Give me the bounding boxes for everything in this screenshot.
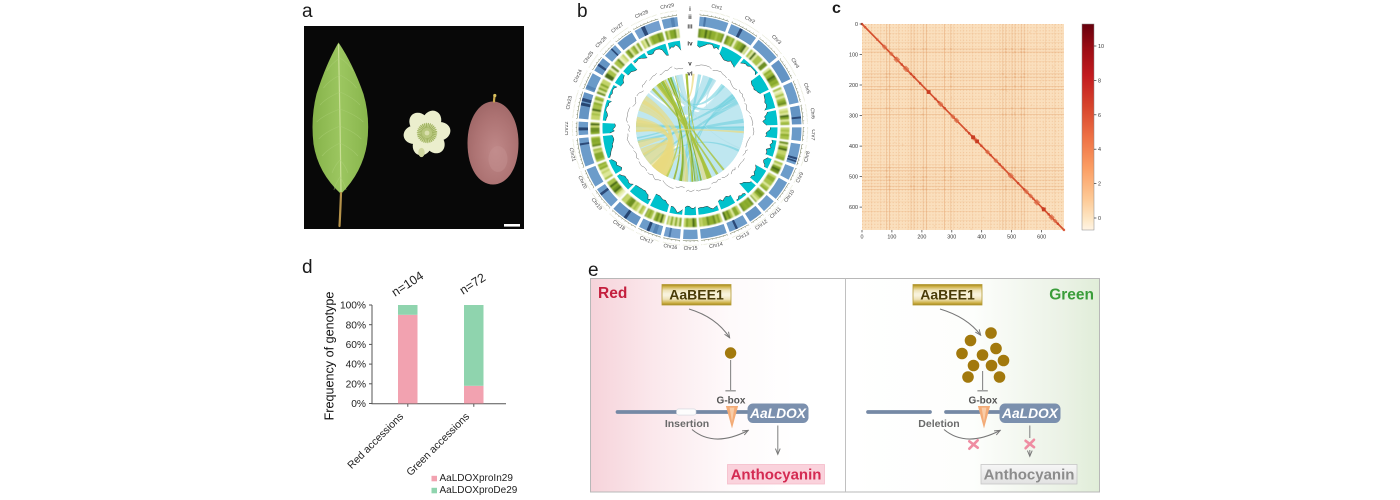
svg-text:Chr23: Chr23 [565, 95, 574, 110]
svg-text:iii: iii [687, 24, 692, 31]
svg-text:Chr8: Chr8 [803, 151, 812, 163]
svg-text:AaLDOXproDe29: AaLDOXproDe29 [440, 485, 518, 496]
svg-text:iv: iv [687, 41, 693, 48]
svg-text:Anthocyanin: Anthocyanin [731, 467, 822, 484]
svg-text:Chr3: Chr3 [770, 34, 782, 46]
svg-text:G-box: G-box [969, 396, 998, 407]
svg-text:Chr9: Chr9 [795, 171, 805, 184]
svg-text:Chr28: Chr28 [634, 9, 649, 20]
svg-text:Anthocyanin: Anthocyanin [984, 467, 1075, 484]
svg-text:ii: ii [688, 14, 692, 21]
svg-text:Chr7: Chr7 [809, 129, 815, 141]
svg-text:Chr19: Chr19 [590, 197, 604, 212]
svg-text:10: 10 [1098, 44, 1104, 50]
svg-text:vi: vi [687, 71, 692, 78]
svg-text:6: 6 [1098, 113, 1101, 119]
svg-text:Chr24: Chr24 [573, 69, 584, 84]
svg-text:500: 500 [849, 174, 858, 180]
svg-text:Chr22: Chr22 [565, 121, 570, 135]
svg-text:Chr17: Chr17 [639, 235, 654, 246]
svg-text:Frequency of genotype: Frequency of genotype [323, 292, 337, 421]
svg-text:Chr13: Chr13 [735, 231, 750, 243]
svg-text:Chr15: Chr15 [684, 246, 698, 252]
svg-text:n=72: n=72 [457, 270, 488, 297]
svg-text:100%: 100% [340, 301, 366, 312]
svg-text:Chr5: Chr5 [802, 82, 811, 95]
svg-text:60%: 60% [346, 340, 366, 351]
svg-text:100: 100 [887, 235, 896, 241]
svg-text:AaLDOX: AaLDOX [1001, 406, 1059, 421]
svg-text:0%: 0% [351, 399, 366, 410]
svg-text:0: 0 [855, 22, 858, 28]
svg-text:400: 400 [849, 144, 858, 150]
svg-text:Chr27: Chr27 [610, 22, 625, 35]
svg-text:i: i [689, 6, 691, 13]
svg-text:20%: 20% [346, 379, 366, 390]
svg-text:Chr29: Chr29 [660, 3, 675, 11]
svg-text:AaBEE1: AaBEE1 [669, 287, 724, 303]
svg-text:Chr26: Chr26 [595, 35, 609, 49]
svg-text:80%: 80% [346, 320, 366, 331]
svg-text:600: 600 [849, 205, 858, 211]
svg-text:AaLDOXproIn29: AaLDOXproIn29 [440, 473, 514, 484]
svg-text:Green: Green [1049, 287, 1094, 304]
svg-text:Chr18: Chr18 [611, 219, 626, 232]
svg-text:Green accessions: Green accessions [404, 411, 472, 479]
svg-text:Chr16: Chr16 [663, 243, 678, 251]
svg-text:500: 500 [1007, 235, 1016, 241]
svg-text:Red accessions: Red accessions [345, 411, 406, 472]
svg-text:4: 4 [1098, 147, 1101, 153]
svg-text:Chr10: Chr10 [783, 189, 796, 204]
svg-text:AaBEE1: AaBEE1 [920, 287, 975, 303]
svg-text:Chr1: Chr1 [711, 3, 723, 11]
svg-text:0: 0 [861, 235, 864, 241]
svg-text:100: 100 [849, 52, 858, 58]
svg-text:200: 200 [917, 235, 926, 241]
svg-text:Chr21: Chr21 [568, 147, 577, 162]
svg-text:Chr14: Chr14 [709, 241, 724, 250]
svg-text:40%: 40% [346, 360, 366, 371]
svg-text:v: v [688, 61, 692, 68]
svg-text:300: 300 [849, 113, 858, 119]
svg-text:Chr25: Chr25 [582, 50, 595, 65]
svg-text:2: 2 [1098, 182, 1101, 188]
svg-text:Red: Red [598, 285, 627, 302]
svg-text:Chr20: Chr20 [576, 175, 588, 190]
svg-text:n=104: n=104 [389, 269, 426, 300]
svg-text:Chr12: Chr12 [754, 219, 769, 232]
svg-text:0: 0 [1098, 216, 1101, 222]
svg-text:600: 600 [1037, 235, 1046, 241]
svg-text:AaLDOX: AaLDOX [749, 406, 807, 421]
svg-text:Chr11: Chr11 [769, 206, 783, 220]
svg-text:Chr6: Chr6 [809, 108, 815, 120]
svg-text:Insertion: Insertion [665, 418, 709, 430]
svg-text:Chr2: Chr2 [743, 15, 756, 26]
svg-text:8: 8 [1098, 78, 1101, 84]
svg-text:300: 300 [947, 235, 956, 241]
svg-text:Chr4: Chr4 [789, 57, 800, 70]
svg-text:400: 400 [977, 235, 986, 241]
svg-text:G-box: G-box [717, 396, 746, 407]
svg-text:200: 200 [849, 83, 858, 89]
svg-text:Deletion: Deletion [918, 418, 959, 430]
